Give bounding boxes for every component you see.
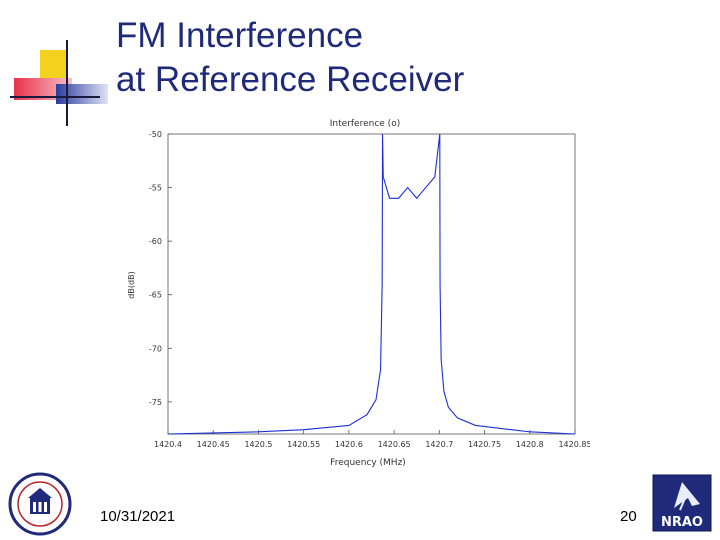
x-tick-label: 1420.75: [468, 440, 501, 449]
x-axis-ticks: 1420.4 1420.45 1420.5 1420.55 1420.6 1420.65 1…: [154, 430, 590, 449]
accent-vertical-line: [66, 40, 68, 126]
series-line: [167, 133, 576, 435]
x-tick-label: 1420.45: [197, 440, 230, 449]
x-tick-label: 1420.6: [335, 440, 363, 449]
university-seal-logo: [8, 472, 72, 536]
x-tick-label: 1420.4: [154, 440, 182, 449]
nrao-logo: NRAO: [652, 474, 712, 532]
slide-accent-decoration: [10, 40, 110, 130]
y-tick-label: -60: [149, 237, 162, 246]
slide-page-number: 20: [620, 508, 637, 525]
y-tick-label: -75: [149, 398, 162, 407]
y-tick-label: -55: [149, 184, 162, 193]
accent-blue-bar: [56, 84, 108, 104]
slide-title-line-1: FM Interference: [116, 16, 364, 55]
x-tick-label: 1420.7: [425, 440, 453, 449]
chart-title: Interference (o): [330, 119, 400, 129]
y-axis-ticks: -50 -55 -60 -65 -70 -75: [149, 130, 172, 407]
interference-chart: Interference (o) -50 -55 -60 -65 -70 -75 1420…: [127, 119, 590, 468]
x-axis-label: Frequency (MHz): [330, 458, 406, 468]
y-tick-label: -50: [149, 130, 162, 139]
y-axis-label: dB(dB): [127, 271, 136, 298]
y-tick-label: -65: [149, 291, 162, 300]
x-tick-label: 1420.8: [516, 440, 544, 449]
slide-date: 10/31/2021: [100, 508, 176, 525]
x-tick-label: 1420.85: [558, 440, 590, 449]
x-tick-label: 1420.5: [244, 440, 272, 449]
plot-area: [167, 133, 576, 435]
x-tick-label: 1420.55: [287, 440, 320, 449]
x-tick-label: 1420.65: [378, 440, 411, 449]
slide-title-line-2: at Reference Receiver: [116, 60, 465, 99]
slide-title: FM Interference at Reference Receiver: [116, 14, 464, 102]
y-tick-label: -70: [149, 344, 162, 353]
nrao-logo-text: NRAO: [661, 515, 703, 530]
accent-horizontal-line: [10, 96, 100, 98]
